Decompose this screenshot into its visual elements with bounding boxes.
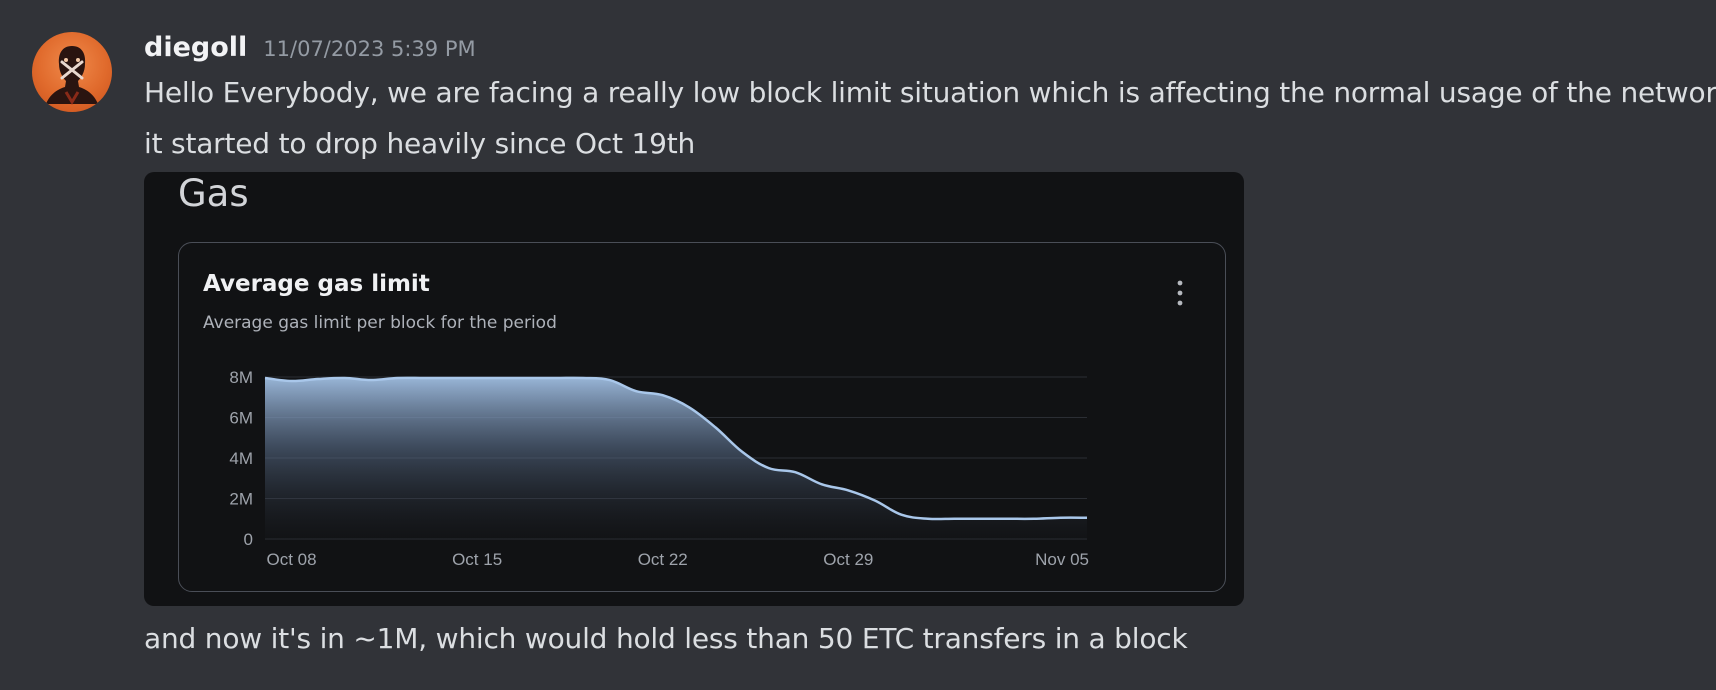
area-chart: 0 2M 4M 6M 8M Oct 08 Oct 15 Oct 22 Oct 29 Nov 05: [229, 368, 1090, 569]
section-title: Gas: [178, 172, 249, 215]
data-point[interactable]: [474, 375, 480, 381]
y-tick-label: 2M: [229, 490, 253, 509]
data-point[interactable]: [1031, 516, 1037, 522]
data-point[interactable]: [554, 375, 560, 381]
avatar[interactable]: [32, 32, 112, 112]
data-point[interactable]: [1057, 515, 1063, 521]
timestamp[interactable]: 11/07/2023 5:39 PM: [263, 37, 476, 61]
data-point[interactable]: [633, 388, 639, 394]
data-point[interactable]: [1084, 515, 1090, 521]
data-point[interactable]: [739, 449, 745, 455]
chart-card: Average gas limit Average gas limit per …: [178, 242, 1226, 592]
data-point[interactable]: [978, 516, 984, 522]
x-tick-label: Oct 15: [452, 550, 502, 569]
data-point[interactable]: [395, 375, 401, 381]
image-attachment[interactable]: Gas Average gas limit Average gas limit …: [144, 172, 1244, 606]
y-tick-label: 0: [244, 530, 253, 549]
data-point[interactable]: [766, 465, 772, 471]
data-point[interactable]: [315, 376, 321, 382]
data-point[interactable]: [925, 516, 931, 522]
x-tick-label: Oct 22: [638, 550, 688, 569]
data-point[interactable]: [501, 375, 507, 381]
x-tick-label: Oct 29: [823, 550, 873, 569]
y-tick-label: 8M: [229, 368, 253, 387]
data-point[interactable]: [951, 516, 957, 522]
data-point[interactable]: [792, 469, 798, 475]
series-area-fill: [265, 377, 1087, 539]
data-point[interactable]: [713, 425, 719, 431]
more-vertical-icon[interactable]: [1175, 279, 1185, 307]
data-point[interactable]: [898, 512, 904, 518]
data-point[interactable]: [421, 375, 427, 381]
data-point[interactable]: [289, 378, 295, 384]
data-point[interactable]: [872, 498, 878, 504]
data-point[interactable]: [527, 375, 533, 381]
data-point[interactable]: [1004, 516, 1010, 522]
masked-figure-icon: [46, 46, 98, 105]
message-header: diegoll 11/07/2023 5:39 PM: [144, 32, 476, 63]
x-tick-label: Nov 05: [1035, 550, 1089, 569]
data-point[interactable]: [686, 404, 692, 410]
message-text-line: and now it's in ~1M, which would hold le…: [144, 622, 1188, 655]
data-point[interactable]: [262, 375, 268, 381]
series-line[interactable]: [264, 376, 1088, 521]
data-point[interactable]: [819, 481, 825, 487]
username[interactable]: diegoll: [144, 32, 248, 63]
data-point[interactable]: [607, 377, 613, 383]
chart-title: Average gas limit: [203, 271, 430, 297]
data-point[interactable]: [845, 487, 851, 493]
message-text-line: Hello Everybody, we are facing a really …: [144, 76, 1716, 109]
x-tick-label: Oct 08: [266, 550, 316, 569]
y-tick-label: 4M: [229, 449, 253, 468]
data-point[interactable]: [342, 375, 348, 381]
data-point[interactable]: [580, 375, 586, 381]
data-point[interactable]: [660, 392, 666, 398]
data-point[interactable]: [368, 377, 374, 383]
message-text-line: it started to drop heavily since Oct 19t…: [144, 127, 696, 160]
data-point[interactable]: [448, 375, 454, 381]
chart-subtitle: Average gas limit per block for the peri…: [203, 313, 557, 333]
y-tick-label: 6M: [229, 409, 253, 428]
